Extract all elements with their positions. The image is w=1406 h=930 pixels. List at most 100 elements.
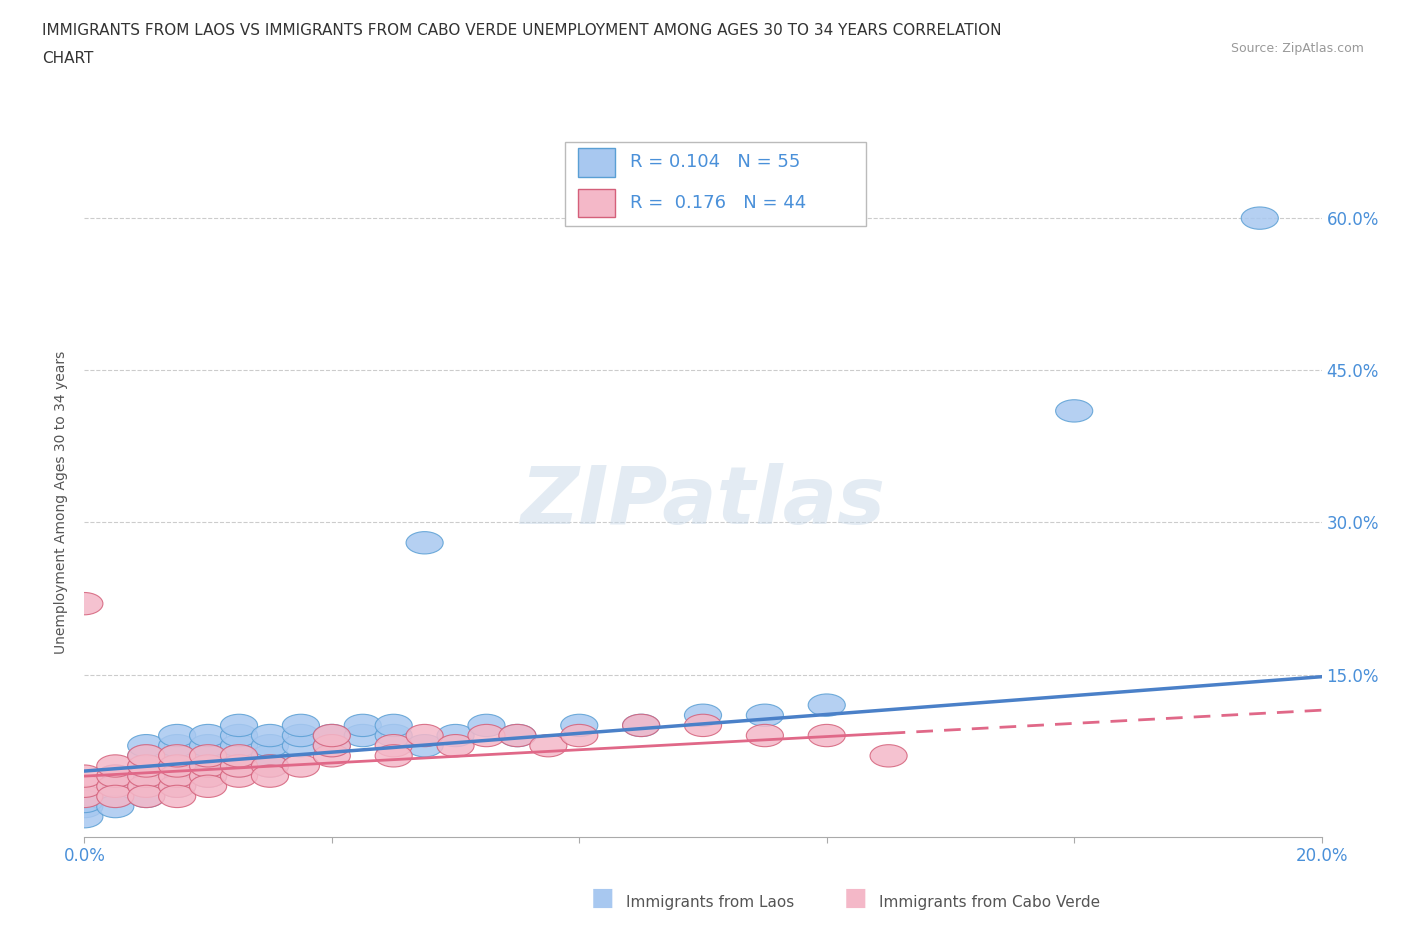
Ellipse shape xyxy=(406,724,443,747)
Ellipse shape xyxy=(747,704,783,726)
Text: ZIPatlas: ZIPatlas xyxy=(520,463,886,541)
Ellipse shape xyxy=(283,755,319,777)
Ellipse shape xyxy=(128,745,165,767)
Ellipse shape xyxy=(97,795,134,817)
Ellipse shape xyxy=(66,795,103,817)
Ellipse shape xyxy=(344,714,381,737)
Ellipse shape xyxy=(159,724,195,747)
Ellipse shape xyxy=(221,765,257,788)
Ellipse shape xyxy=(190,765,226,788)
Ellipse shape xyxy=(159,775,195,797)
Ellipse shape xyxy=(159,745,195,767)
Ellipse shape xyxy=(252,755,288,777)
Ellipse shape xyxy=(221,745,257,767)
Text: ■: ■ xyxy=(591,885,614,910)
Ellipse shape xyxy=(623,714,659,737)
Ellipse shape xyxy=(375,724,412,747)
Y-axis label: Unemployment Among Ages 30 to 34 years: Unemployment Among Ages 30 to 34 years xyxy=(55,351,69,654)
Ellipse shape xyxy=(128,755,165,777)
Ellipse shape xyxy=(437,735,474,757)
Ellipse shape xyxy=(530,735,567,757)
Ellipse shape xyxy=(97,765,134,788)
Text: ■: ■ xyxy=(844,885,868,910)
Ellipse shape xyxy=(283,735,319,757)
Ellipse shape xyxy=(221,724,257,747)
Text: Immigrants from Laos: Immigrants from Laos xyxy=(626,895,794,910)
Ellipse shape xyxy=(97,775,134,797)
Ellipse shape xyxy=(128,775,165,797)
Ellipse shape xyxy=(406,735,443,757)
Ellipse shape xyxy=(808,694,845,716)
Ellipse shape xyxy=(128,765,165,788)
Ellipse shape xyxy=(128,755,165,777)
FancyBboxPatch shape xyxy=(578,149,614,177)
Ellipse shape xyxy=(159,775,195,797)
Ellipse shape xyxy=(1241,207,1278,230)
Ellipse shape xyxy=(221,745,257,767)
Ellipse shape xyxy=(561,724,598,747)
Ellipse shape xyxy=(406,532,443,554)
Ellipse shape xyxy=(499,724,536,747)
Ellipse shape xyxy=(159,745,195,767)
Ellipse shape xyxy=(97,755,134,777)
Ellipse shape xyxy=(159,765,195,788)
Text: R =  0.176   N = 44: R = 0.176 N = 44 xyxy=(630,194,807,212)
Ellipse shape xyxy=(561,714,598,737)
Ellipse shape xyxy=(66,790,103,813)
Ellipse shape xyxy=(66,785,103,807)
Ellipse shape xyxy=(314,735,350,757)
Ellipse shape xyxy=(685,704,721,726)
Ellipse shape xyxy=(252,765,288,788)
Ellipse shape xyxy=(190,755,226,777)
Ellipse shape xyxy=(128,745,165,767)
Ellipse shape xyxy=(808,724,845,747)
Ellipse shape xyxy=(252,724,288,747)
Ellipse shape xyxy=(97,775,134,797)
Ellipse shape xyxy=(97,785,134,807)
Ellipse shape xyxy=(283,724,319,747)
Ellipse shape xyxy=(437,724,474,747)
Ellipse shape xyxy=(375,714,412,737)
Ellipse shape xyxy=(66,765,103,788)
Ellipse shape xyxy=(221,735,257,757)
Text: IMMIGRANTS FROM LAOS VS IMMIGRANTS FROM CABO VERDE UNEMPLOYMENT AMONG AGES 30 TO: IMMIGRANTS FROM LAOS VS IMMIGRANTS FROM … xyxy=(42,23,1001,38)
Ellipse shape xyxy=(870,745,907,767)
Ellipse shape xyxy=(468,714,505,737)
Ellipse shape xyxy=(159,755,195,777)
Ellipse shape xyxy=(128,785,165,807)
Ellipse shape xyxy=(97,785,134,807)
Ellipse shape xyxy=(97,765,134,788)
Ellipse shape xyxy=(159,755,195,777)
Ellipse shape xyxy=(468,724,505,747)
Ellipse shape xyxy=(252,755,288,777)
Ellipse shape xyxy=(314,735,350,757)
Ellipse shape xyxy=(190,735,226,757)
Text: R = 0.104   N = 55: R = 0.104 N = 55 xyxy=(630,153,801,171)
Ellipse shape xyxy=(66,805,103,828)
Ellipse shape xyxy=(221,714,257,737)
Ellipse shape xyxy=(190,745,226,767)
Ellipse shape xyxy=(685,714,721,737)
Text: CHART: CHART xyxy=(42,51,94,66)
Ellipse shape xyxy=(190,755,226,777)
Ellipse shape xyxy=(190,724,226,747)
FancyBboxPatch shape xyxy=(578,189,614,218)
FancyBboxPatch shape xyxy=(565,142,866,226)
Ellipse shape xyxy=(375,745,412,767)
Ellipse shape xyxy=(159,785,195,807)
Ellipse shape xyxy=(623,714,659,737)
Ellipse shape xyxy=(190,775,226,797)
Ellipse shape xyxy=(314,745,350,767)
Ellipse shape xyxy=(128,735,165,757)
Ellipse shape xyxy=(190,765,226,788)
Ellipse shape xyxy=(344,724,381,747)
Ellipse shape xyxy=(375,735,412,757)
Ellipse shape xyxy=(252,735,288,757)
Ellipse shape xyxy=(747,724,783,747)
Ellipse shape xyxy=(159,735,195,757)
Ellipse shape xyxy=(283,714,319,737)
Ellipse shape xyxy=(252,745,288,767)
Ellipse shape xyxy=(66,785,103,807)
Text: Source: ZipAtlas.com: Source: ZipAtlas.com xyxy=(1230,42,1364,55)
Ellipse shape xyxy=(314,724,350,747)
